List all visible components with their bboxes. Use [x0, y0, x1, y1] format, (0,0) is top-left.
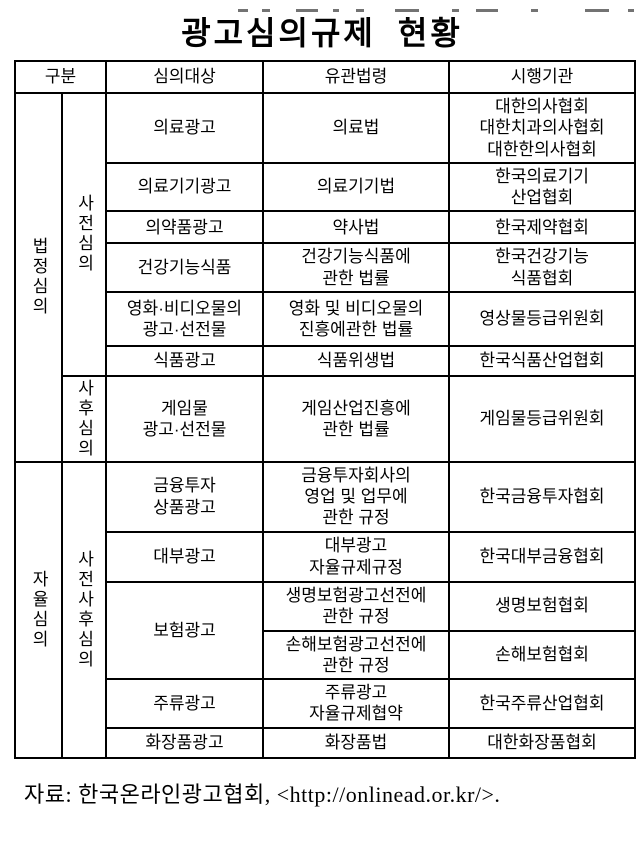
- table-row: 자율심의 사전사후심의 금융투자 상품광고 금융투자회사의 영업 및 업무에 관…: [14, 460, 636, 759]
- cell-law: 대부광고 자율규제규정: [262, 530, 450, 583]
- cropped-text-artifact: [452, 9, 459, 12]
- ad-review-regulation-table: 구분 심의대상 유관법령 시행기관 법정심의 사전심의 의료광고 의료법 대한의…: [14, 60, 636, 759]
- table-row: 보험광고 생명보험광고선전에 관한 규정 생명보험협회: [15, 580, 636, 680]
- cropped-text-artifact: [476, 9, 498, 12]
- cell-agency: 한국제약협회: [448, 210, 636, 245]
- cell-subject: 금융투자 상품광고: [105, 460, 264, 533]
- page-title: 광고심의규제 현황: [181, 15, 463, 51]
- table-row: 손해보험광고선전에 관한 규정 손해보험협회: [15, 629, 636, 680]
- cell-subject: 주류광고: [105, 678, 264, 729]
- cropped-text-artifact: [333, 9, 339, 12]
- cell-law: 약사법: [262, 210, 450, 245]
- table-header-row: 구분 심의대상 유관법령 시행기관: [14, 60, 636, 94]
- table-row: 건강기능식품 건강기능식품에 관한 법률 한국건강기능 식품협회: [15, 242, 636, 293]
- cell-subject: 게임물 광고·선전물: [105, 374, 264, 463]
- header-law: 유관법령: [262, 60, 450, 94]
- table-row: 화장품광고 화장품법 대한화장품협회: [15, 726, 636, 759]
- cell-law: 생명보험광고선전에 관한 규정: [262, 580, 450, 632]
- cell-subject: 의료기기광고: [105, 161, 264, 213]
- group-label-pre-review: 사전심의: [61, 92, 107, 377]
- cell-law: 손해보험광고선전에 관한 규정: [262, 629, 450, 680]
- cell-subject: 건강기능식품: [105, 242, 264, 293]
- cell-subject: 화장품광고: [105, 726, 264, 759]
- cell-agency: 한국금융투자협회: [448, 460, 636, 533]
- cell-agency: 한국주류산업협회: [448, 678, 636, 729]
- cell-agency: 대한의사협회 대한치과의사협회 대한한의사협회: [448, 92, 636, 164]
- cell-subject: 영화·비디오물의 광고·선전물: [105, 290, 264, 347]
- table-row: 식품광고 식품위생법 한국식품산업협회: [15, 344, 636, 377]
- cell-law: 게임산업진흥에 관한 법률: [262, 374, 450, 463]
- cropped-text-artifact: [395, 9, 419, 12]
- cropped-text-artifact: [531, 9, 538, 12]
- cropped-text-artifact: [262, 9, 270, 12]
- header-subject: 심의대상: [105, 60, 264, 94]
- cell-agency: 한국식품산업협회: [448, 344, 636, 377]
- cell-law: 식품위생법: [262, 344, 450, 377]
- header-agency: 시행기관: [448, 60, 636, 94]
- header-category: 구분: [14, 60, 107, 94]
- cell-agency: 생명보험협회: [448, 580, 636, 632]
- cell-agency: 손해보험협회: [448, 629, 636, 680]
- cropped-text-artifact: [238, 9, 248, 12]
- cell-subject: 의료광고: [105, 92, 264, 164]
- cell-agency: 한국의료기기 산업협회: [448, 161, 636, 213]
- cell-agency: 한국건강기능 식품협회: [448, 242, 636, 293]
- cropped-text-artifact: [296, 9, 318, 12]
- group-label-statutory-review: 법정심의: [14, 92, 63, 463]
- cell-agency: 한국대부금융협회: [448, 530, 636, 583]
- group-label-post-review: 사후심의: [61, 374, 107, 463]
- source-note: 자료: 한국온라인광고협회, <http://onlinead.or.kr/>.: [24, 781, 501, 807]
- cell-law: 의료법: [262, 92, 450, 164]
- table-row: 의약품광고 약사법 한국제약협회: [15, 210, 636, 245]
- cell-law: 영화 및 비디오물의 진흥에관한 법률: [262, 290, 450, 347]
- table-row: 사후심의 게임물 광고·선전물 게임산업진흥에 관한 법률 게임물등급위원회: [15, 374, 636, 463]
- cropped-text-artifact: [585, 9, 609, 12]
- cell-agency: 게임물등급위원회: [448, 374, 636, 463]
- cell-law: 의료기기법: [262, 161, 450, 213]
- cell-agency: 영상물등급위원회: [448, 290, 636, 347]
- cell-agency: 대한화장품협회: [448, 726, 636, 759]
- table-row: 주류광고 주류광고 자율규제협약 한국주류산업협회: [15, 678, 636, 729]
- table-row: 영화·비디오물의 광고·선전물 영화 및 비디오물의 진흥에관한 법률 영상물등…: [15, 290, 636, 347]
- group-label-pre-post-review: 사전사후심의: [61, 460, 107, 759]
- table-row: 법정심의 사전심의 의료광고 의료법 대한의사협회 대한치과의사협회 대한한의사…: [14, 92, 636, 463]
- cell-subject: 보험광고: [105, 580, 264, 680]
- cell-subject: 의약품광고: [105, 210, 264, 245]
- cell-subject: 대부광고: [105, 530, 264, 583]
- cell-subject: 식품광고: [105, 344, 264, 377]
- group-label-self-regulation-review: 자율심의: [14, 460, 63, 759]
- cropped-text-artifact: [356, 9, 364, 12]
- document-page: { "title": "광고심의규제 현황", "table": { "head…: [0, 8, 644, 849]
- cell-law: 주류광고 자율규제협약: [262, 678, 450, 729]
- table-row: 대부광고 대부광고 자율규제규정 한국대부금융협회: [15, 530, 636, 583]
- cropped-text-artifact: [628, 9, 634, 12]
- cell-law: 화장품법: [262, 726, 450, 759]
- cell-law: 건강기능식품에 관한 법률: [262, 242, 450, 293]
- table-row: 의료기기광고 의료기기법 한국의료기기 산업협회: [15, 161, 636, 213]
- cell-law: 금융투자회사의 영업 및 업무에 관한 규정: [262, 460, 450, 533]
